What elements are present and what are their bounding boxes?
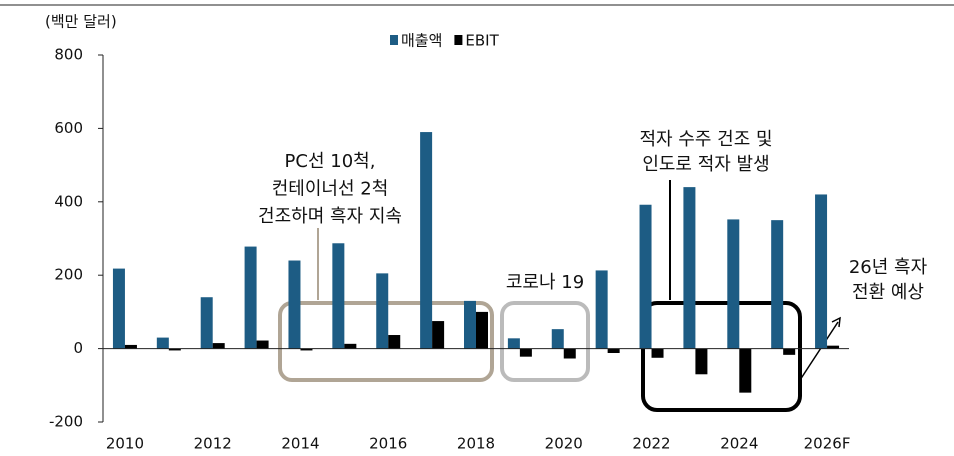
y-tick-label: 400	[54, 192, 83, 210]
x-tick-label: 2016	[369, 435, 407, 453]
x-tick-label: 2014	[281, 435, 319, 453]
bar	[256, 340, 269, 349]
bar	[420, 132, 433, 349]
bar	[727, 219, 740, 349]
annotation: 건조하며 흑자 지속	[258, 206, 402, 227]
bar	[551, 329, 564, 349]
annotation: 26년 흑자	[849, 257, 928, 278]
x-tick-label: 2020	[545, 435, 583, 453]
bar	[639, 204, 652, 349]
bar	[300, 348, 313, 351]
bar	[288, 260, 301, 349]
bar	[695, 348, 708, 375]
bar	[683, 187, 696, 349]
bar	[200, 297, 213, 349]
annotation: 전환 예상	[852, 282, 924, 303]
annotation: 컨테이너선 2척	[272, 179, 389, 200]
bar	[607, 348, 620, 354]
bar	[827, 345, 840, 349]
annotation: 인도로 적자 발생	[642, 154, 769, 175]
bar	[595, 270, 608, 349]
bar	[507, 338, 520, 349]
bar	[244, 246, 257, 349]
bar	[771, 220, 784, 349]
bar	[376, 273, 389, 349]
bar	[156, 337, 169, 349]
x-tick-label: 2012	[194, 435, 232, 453]
legend-label: 매출액	[401, 32, 442, 50]
bar	[432, 321, 445, 349]
bar	[464, 300, 476, 349]
bar	[388, 335, 401, 349]
bar	[651, 348, 664, 358]
bar	[212, 343, 225, 349]
bar	[815, 194, 828, 349]
highlight-box	[641, 301, 802, 412]
arrow-head	[831, 316, 841, 328]
bar	[124, 344, 137, 349]
x-tick-label: 2010	[106, 435, 144, 453]
annotation-shapes	[278, 180, 841, 412]
annotation: 코로나 19	[506, 272, 584, 293]
bar	[783, 348, 796, 355]
highlight-box	[500, 301, 590, 382]
y-tick-label: -200	[49, 413, 83, 431]
bar	[168, 348, 181, 351]
x-tick-label: 2026F	[804, 435, 851, 453]
legend-swatch	[454, 35, 463, 45]
x-tick-label: 2022	[632, 435, 670, 453]
bar	[563, 348, 576, 359]
y-tick-label: 600	[54, 119, 83, 137]
y-tick-label: 200	[54, 266, 83, 284]
legend-swatch	[390, 35, 398, 45]
y-tick-label: 0	[73, 339, 83, 357]
y-axis-label: (백만 달러)	[45, 13, 117, 31]
bar	[344, 343, 357, 349]
annotation: 적자 수주 건조 및	[639, 129, 772, 150]
annotation: PC선 10척,	[285, 151, 376, 172]
bar	[739, 348, 752, 393]
x-tick-label: 2024	[720, 435, 758, 453]
bar	[476, 311, 488, 349]
bar	[519, 348, 532, 357]
bar	[112, 268, 125, 349]
y-tick-label: 800	[54, 46, 83, 64]
bar	[332, 243, 345, 349]
x-tick-label: 2018	[457, 435, 495, 453]
callout-arrow	[799, 321, 839, 381]
legend-label: EBIT	[465, 32, 499, 50]
